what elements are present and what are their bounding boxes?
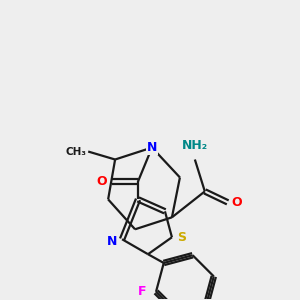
Text: O: O [231, 196, 242, 209]
Text: N: N [107, 235, 117, 248]
Text: NH₂: NH₂ [182, 139, 208, 152]
Text: S: S [177, 231, 186, 244]
Text: N: N [147, 141, 157, 154]
Text: CH₃: CH₃ [65, 146, 86, 157]
Text: F: F [138, 285, 146, 298]
Text: O: O [97, 175, 107, 188]
